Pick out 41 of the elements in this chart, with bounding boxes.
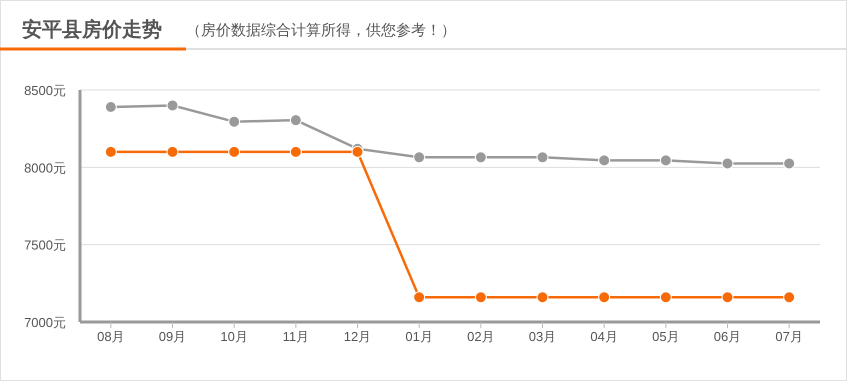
point	[474, 151, 487, 164]
x-tick-label: 08月	[97, 329, 125, 344]
point	[783, 157, 796, 170]
x-tick-label: 12月	[344, 329, 372, 344]
y-tick-label: 7500元	[24, 238, 66, 253]
x-tick-label: 03月	[528, 329, 556, 344]
point	[722, 291, 734, 304]
y-tick-label: 8500元	[24, 83, 66, 98]
x-tick-label: 02月	[467, 329, 495, 344]
x-tick-label: 04月	[590, 329, 618, 344]
point	[536, 291, 548, 304]
chart-title: 安平县房价走势	[22, 18, 162, 41]
point	[228, 146, 240, 158]
point	[166, 99, 178, 112]
x-tick-label: 06月	[714, 329, 742, 344]
point	[104, 101, 117, 114]
point	[660, 291, 672, 304]
x-tick-label: 01月	[405, 329, 433, 344]
point	[290, 114, 302, 126]
point	[352, 146, 364, 158]
point	[598, 154, 610, 166]
y-tick-label: 7000元	[24, 315, 66, 330]
point	[413, 291, 426, 304]
point	[413, 151, 426, 164]
point	[536, 151, 548, 164]
point	[783, 291, 796, 304]
x-tick-label: 07月	[775, 329, 803, 344]
x-tick-label: 09月	[158, 329, 186, 344]
point	[722, 157, 734, 170]
point	[290, 146, 302, 158]
point	[660, 154, 672, 166]
point	[228, 116, 240, 128]
x-tick-label: 05月	[652, 329, 680, 344]
chart-subtitle: （房价数据综合计算所得，供您参考！）	[186, 22, 456, 39]
point	[474, 291, 487, 304]
point	[598, 291, 610, 304]
point	[166, 146, 178, 158]
x-tick-label: 11月	[282, 329, 310, 344]
x-tick-label: 10月	[220, 329, 248, 344]
point	[104, 146, 117, 158]
y-tick-label: 8000元	[24, 160, 66, 176]
